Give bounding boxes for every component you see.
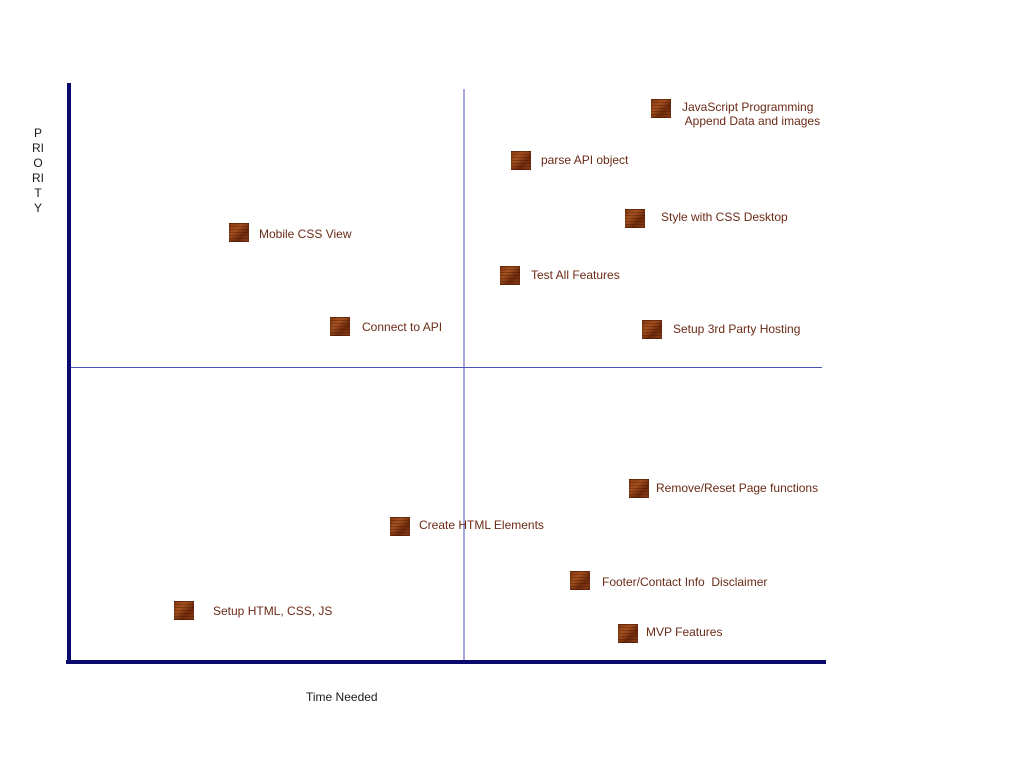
task-label-setup-hosting: Setup 3rd Party Hosting <box>673 322 801 336</box>
task-marker <box>570 571 590 590</box>
task-marker <box>629 479 649 498</box>
x-axis-label: Time Needed <box>306 690 378 704</box>
task-label-remove-reset: Remove/Reset Page functions <box>656 481 819 495</box>
task-label-mvp-features: MVP Features <box>646 625 723 639</box>
task-label-parse-api-object: parse API object <box>541 153 629 167</box>
task-marker <box>330 317 350 336</box>
task-label-mobile-css-view: Mobile CSS View <box>259 227 352 241</box>
task-marker <box>618 624 638 643</box>
y-axis-label: PRIORITY <box>31 126 45 216</box>
task-label-footer-contact: Footer/Contact Info Disclaimer <box>602 575 768 589</box>
task-label-javascript-programming: JavaScript Programming Append Data and i… <box>682 100 821 128</box>
task-marker <box>625 209 645 228</box>
task-label-create-html-elements: Create HTML Elements <box>419 518 544 532</box>
y-axis-label-text: PRIORITY <box>32 126 44 215</box>
task-marker <box>642 320 662 339</box>
task-marker <box>174 601 194 620</box>
task-marker <box>511 151 531 170</box>
task-marker <box>651 99 671 118</box>
task-marker <box>390 517 410 536</box>
task-label-style-css-desktop: Style with CSS Desktop <box>661 210 788 224</box>
task-label-connect-to-api: Connect to API <box>362 320 443 334</box>
task-marker <box>500 266 520 285</box>
task-label-setup-html-css-js: Setup HTML, CSS, JS <box>213 604 333 618</box>
task-marker <box>229 223 249 242</box>
task-label-test-all-features: Test All Features <box>531 268 620 282</box>
